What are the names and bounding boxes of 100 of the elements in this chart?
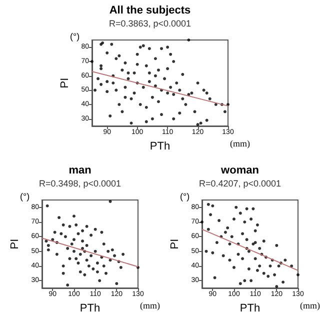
point bbox=[262, 272, 266, 275]
text: (mm) bbox=[300, 300, 320, 310]
point bbox=[53, 230, 56, 234]
point bbox=[284, 258, 287, 262]
point bbox=[76, 232, 80, 236]
point bbox=[106, 250, 110, 253]
point bbox=[85, 224, 88, 228]
point bbox=[85, 244, 88, 247]
point bbox=[245, 238, 248, 242]
point bbox=[247, 250, 250, 253]
point bbox=[94, 228, 97, 231]
point bbox=[110, 248, 114, 252]
point bbox=[96, 270, 99, 274]
point bbox=[55, 252, 58, 256]
point bbox=[85, 258, 88, 262]
point bbox=[206, 202, 210, 206]
chart-title: woman bbox=[220, 164, 260, 176]
point bbox=[68, 257, 72, 260]
chart-title: All the subjects bbox=[109, 4, 191, 16]
point bbox=[74, 223, 78, 226]
point bbox=[119, 266, 122, 269]
point bbox=[268, 264, 272, 268]
point bbox=[211, 251, 214, 254]
point bbox=[262, 240, 266, 243]
point bbox=[83, 273, 86, 276]
x-axis-title: PTh bbox=[150, 140, 170, 152]
point bbox=[78, 252, 82, 256]
chart-subtitle: R=0.3498, p<0.0001 bbox=[38, 178, 122, 188]
point bbox=[209, 213, 212, 216]
point bbox=[241, 232, 244, 236]
point bbox=[275, 285, 278, 288]
point bbox=[228, 242, 232, 246]
point bbox=[282, 280, 285, 284]
point bbox=[108, 200, 112, 203]
point bbox=[81, 229, 84, 232]
point bbox=[96, 262, 99, 265]
point bbox=[60, 232, 63, 236]
point bbox=[104, 272, 108, 275]
point bbox=[72, 238, 76, 242]
point bbox=[296, 273, 300, 276]
point bbox=[87, 264, 90, 268]
point bbox=[92, 267, 95, 270]
y-axis-title: PI bbox=[8, 238, 21, 250]
point bbox=[62, 272, 65, 275]
point bbox=[100, 230, 104, 234]
point bbox=[238, 282, 242, 286]
point bbox=[250, 218, 253, 221]
point bbox=[46, 244, 50, 247]
point bbox=[98, 279, 102, 282]
point bbox=[74, 257, 78, 260]
point bbox=[70, 242, 74, 246]
point bbox=[222, 254, 225, 258]
point bbox=[290, 264, 294, 268]
point bbox=[76, 262, 80, 265]
point bbox=[256, 268, 259, 272]
point bbox=[115, 282, 118, 286]
point bbox=[236, 252, 240, 256]
text: (°) bbox=[70, 32, 80, 42]
point bbox=[72, 214, 76, 218]
point bbox=[113, 254, 116, 258]
point bbox=[218, 219, 221, 222]
chart-title: man bbox=[68, 164, 92, 176]
text: (mm) bbox=[140, 300, 160, 310]
y-axis-title: PI bbox=[58, 78, 71, 88]
point bbox=[58, 216, 61, 220]
point bbox=[66, 284, 70, 287]
x-axis-title: PTh bbox=[240, 302, 260, 314]
point bbox=[72, 250, 76, 253]
point bbox=[90, 254, 93, 258]
point bbox=[250, 279, 253, 282]
point bbox=[90, 234, 93, 237]
point bbox=[62, 223, 65, 226]
text: (mm) bbox=[230, 138, 250, 148]
point bbox=[273, 273, 276, 276]
point bbox=[78, 270, 82, 274]
point bbox=[254, 229, 257, 232]
point bbox=[122, 252, 125, 256]
point bbox=[238, 212, 242, 215]
x-axis-title: PTh bbox=[80, 302, 100, 314]
point bbox=[256, 223, 259, 226]
point bbox=[277, 264, 280, 268]
point bbox=[275, 244, 278, 247]
point bbox=[213, 276, 216, 280]
point bbox=[243, 220, 246, 224]
point bbox=[102, 242, 106, 246]
point bbox=[46, 204, 49, 208]
point bbox=[226, 226, 230, 230]
point bbox=[68, 224, 72, 228]
point bbox=[254, 257, 257, 260]
point bbox=[243, 279, 246, 282]
point bbox=[232, 218, 236, 221]
point bbox=[241, 257, 244, 260]
point bbox=[228, 258, 232, 262]
point bbox=[247, 267, 250, 270]
point bbox=[81, 240, 84, 243]
point bbox=[211, 204, 214, 208]
point bbox=[94, 250, 97, 253]
chart-subtitle: R=0.4207, p<0.0001 bbox=[198, 178, 282, 188]
point bbox=[230, 235, 234, 238]
point bbox=[81, 246, 84, 250]
